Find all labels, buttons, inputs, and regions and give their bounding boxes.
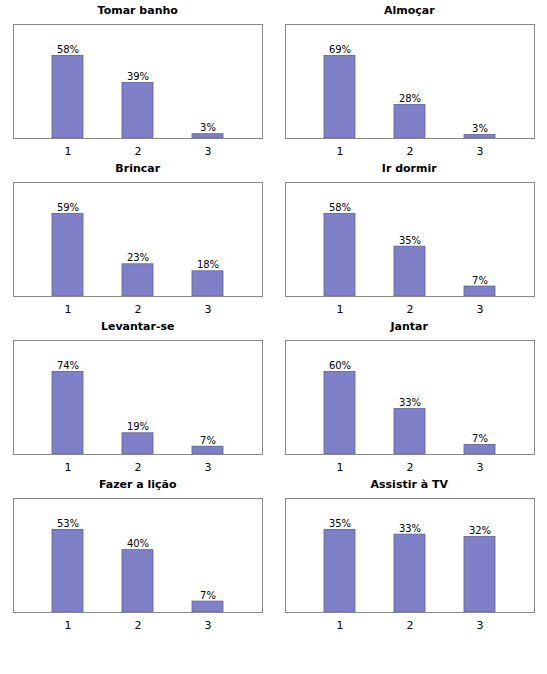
svg-text:58%: 58% — [329, 202, 351, 213]
svg-text:2: 2 — [406, 619, 413, 632]
svg-text:3%: 3% — [200, 122, 216, 133]
svg-text:3: 3 — [205, 461, 212, 474]
svg-text:1: 1 — [65, 303, 72, 316]
svg-text:1: 1 — [336, 619, 343, 632]
svg-text:33%: 33% — [399, 397, 421, 408]
svg-text:33%: 33% — [399, 523, 421, 534]
svg-text:69%: 69% — [329, 44, 351, 55]
svg-text:2: 2 — [135, 145, 142, 158]
svg-text:2: 2 — [135, 303, 142, 316]
svg-text:2: 2 — [406, 303, 413, 316]
html-text:Tomar banho: Tomar banho — [97, 4, 178, 17]
svg-text:39%: 39% — [127, 71, 149, 82]
svg-text:3: 3 — [476, 145, 483, 158]
svg-text:7%: 7% — [200, 435, 216, 446]
svg-text:2: 2 — [406, 145, 413, 158]
svg-text:3%: 3% — [472, 123, 488, 134]
html-text:Fazer a lição: Fazer a lição — [98, 478, 177, 491]
svg-text:7%: 7% — [472, 275, 488, 286]
svg-text:60%: 60% — [329, 360, 351, 371]
html-text:Assistir à TV: Assistir à TV — [370, 478, 448, 491]
svg-text:1: 1 — [65, 619, 72, 632]
svg-text:2: 2 — [135, 461, 142, 474]
svg-text:7%: 7% — [200, 590, 216, 601]
html-text:Jantar: Jantar — [390, 320, 428, 333]
svg-text:59%: 59% — [57, 202, 79, 213]
svg-text:40%: 40% — [127, 538, 149, 549]
svg-text:1: 1 — [336, 145, 343, 158]
svg-text:3: 3 — [205, 619, 212, 632]
svg-text:1: 1 — [336, 303, 343, 316]
svg-text:28%: 28% — [399, 93, 421, 104]
svg-text:74%: 74% — [57, 360, 79, 371]
svg-text:1: 1 — [65, 145, 72, 158]
html-text:Brincar: Brincar — [115, 162, 161, 175]
svg-text:3: 3 — [476, 303, 483, 316]
svg-text:1: 1 — [65, 461, 72, 474]
html-text:Levantar-se: Levantar-se — [101, 320, 175, 333]
svg-text:35%: 35% — [329, 518, 351, 529]
svg-text:3: 3 — [476, 619, 483, 632]
svg-text:58%: 58% — [57, 44, 79, 55]
svg-text:32%: 32% — [469, 525, 491, 536]
svg-text:3: 3 — [476, 461, 483, 474]
svg-text:3: 3 — [205, 145, 212, 158]
html-text:Almoçar: Almoçar — [383, 4, 435, 17]
svg-text:53%: 53% — [57, 518, 79, 529]
svg-text:35%: 35% — [399, 235, 421, 246]
svg-text:3: 3 — [205, 303, 212, 316]
svg-text:7%: 7% — [472, 433, 488, 444]
svg-text:1: 1 — [336, 461, 343, 474]
svg-text:2: 2 — [406, 461, 413, 474]
svg-text:2: 2 — [135, 619, 142, 632]
svg-text:19%: 19% — [127, 421, 149, 432]
html-text:Ir dormir: Ir dormir — [381, 162, 437, 175]
svg-text:18%: 18% — [197, 259, 219, 270]
svg-text:23%: 23% — [127, 252, 149, 263]
